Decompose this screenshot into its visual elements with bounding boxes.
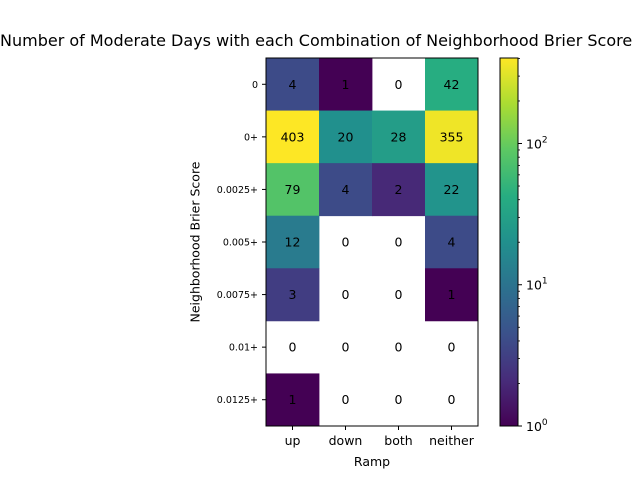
y-tick-label: 0.0125+ xyxy=(217,395,258,406)
colorbar-tick-label: 102 xyxy=(526,135,548,151)
y-tick-label: 0+ xyxy=(244,132,258,143)
cell-value-label: 28 xyxy=(391,129,407,144)
cell-value-label: 1 xyxy=(448,287,456,302)
colorbar-tick-label: 100 xyxy=(526,418,548,434)
heatmap-cell xyxy=(266,215,320,269)
y-tick-label: 0.0025+ xyxy=(217,185,258,196)
y-tick-label: 0 xyxy=(252,80,258,91)
cell-value-label: 0 xyxy=(395,392,403,407)
heatmap-cell xyxy=(372,110,426,164)
colorbar xyxy=(499,57,519,427)
heatmap-cell xyxy=(319,110,373,164)
cell-value-label: 12 xyxy=(285,235,301,250)
cell-value-label: 0 xyxy=(342,340,350,355)
cell-value-label: 79 xyxy=(285,182,301,197)
x-axis-label: Ramp xyxy=(353,454,391,469)
cell-value-label: 0 xyxy=(289,340,297,355)
cell-value-label: 0 xyxy=(395,340,403,355)
x-tick-label: up xyxy=(285,433,301,448)
cell-value-label: 0 xyxy=(395,235,403,250)
cell-value-label: 403 xyxy=(281,129,305,144)
heatmap-cell xyxy=(266,163,320,217)
y-tick-label: 0.01+ xyxy=(229,343,258,354)
cell-value-label: 0 xyxy=(395,77,403,92)
heatmap-cell xyxy=(319,163,373,217)
x-tick-label: neither xyxy=(429,433,475,448)
chart-title: Number of Moderate Days with each Combin… xyxy=(0,31,633,50)
heatmap-cell xyxy=(319,58,373,111)
x-tick-label: down xyxy=(329,433,363,448)
cell-value-label: 1 xyxy=(342,77,350,92)
heatmap-cell xyxy=(266,110,320,164)
cell-value-label: 22 xyxy=(444,182,460,197)
heatmap-cell xyxy=(425,110,479,164)
cell-value-label: 4 xyxy=(448,235,456,250)
cell-value-label: 0 xyxy=(395,287,403,302)
x-tick-label: both xyxy=(384,433,412,448)
heatmap-cell xyxy=(372,163,426,217)
heatmap-cell xyxy=(266,373,320,427)
heatmap-cell xyxy=(425,268,479,322)
heatmap-cell xyxy=(425,215,479,269)
cell-value-label: 0 xyxy=(448,392,456,407)
y-tick-label: 0.005+ xyxy=(223,238,258,249)
cell-value-label: 0 xyxy=(342,287,350,302)
cell-value-label: 4 xyxy=(289,77,297,92)
cell-value-label: 42 xyxy=(444,77,460,92)
cell-value-label: 2 xyxy=(395,182,403,197)
colorbar-tick-label: 101 xyxy=(526,277,548,293)
cell-value-label: 1 xyxy=(289,392,297,407)
cell-value-label: 0 xyxy=(342,392,350,407)
cell-value-label: 20 xyxy=(338,129,354,144)
cell-value-label: 4 xyxy=(342,182,350,197)
cell-value-label: 3 xyxy=(289,287,297,302)
cell-value-label: 0 xyxy=(342,235,350,250)
cell-value-label: 355 xyxy=(440,129,464,144)
heatmap-cell xyxy=(266,58,320,111)
cell-value-label: 0 xyxy=(448,340,456,355)
heatmap-cell xyxy=(425,163,479,217)
heatmap-cell xyxy=(425,58,479,111)
y-tick-label: 0.0075+ xyxy=(217,290,258,301)
heatmap-cell xyxy=(266,268,320,322)
